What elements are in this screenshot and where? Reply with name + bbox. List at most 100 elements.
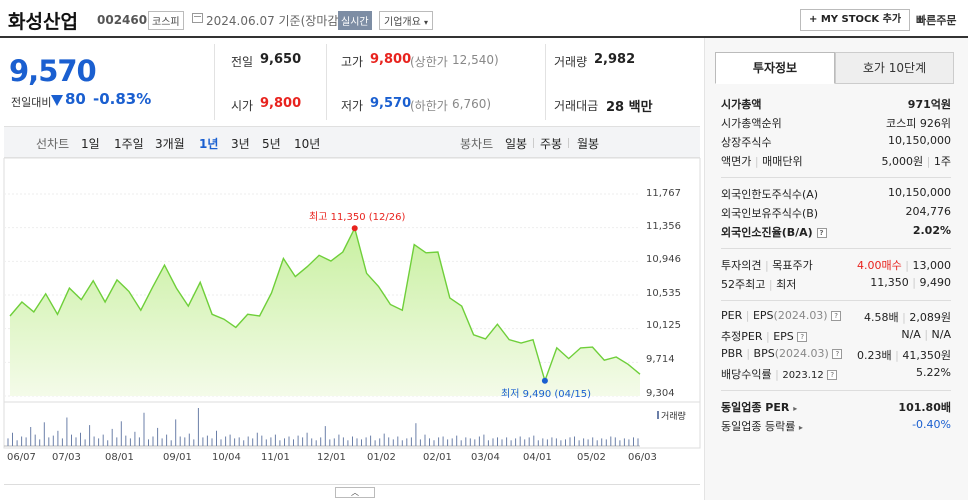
sector-change-row: 동일업종 등락률 ▸ -0.40% bbox=[721, 418, 951, 436]
dividend-date: 2023.12 bbox=[782, 370, 824, 381]
trade-amount-value: 28 백만 bbox=[606, 100, 653, 115]
chart-period-bar: 선차트 1일 1주일 3개월 1년 3년 5년 10년 봉차트 일봉 주봉 월봉 bbox=[4, 126, 700, 158]
candle-weekly[interactable]: 주봉 bbox=[540, 137, 563, 151]
x-tick: 12/01 bbox=[317, 452, 346, 463]
market-badge: 코스피 bbox=[148, 11, 184, 30]
unit-label: 매매단위 bbox=[762, 155, 803, 168]
calendar-icon bbox=[192, 13, 203, 23]
market-cap-value: 971억원 bbox=[907, 98, 951, 111]
upper-limit-value: 12,540) bbox=[452, 53, 499, 67]
candle-monthly[interactable]: 월봉 bbox=[577, 137, 600, 151]
bps-label: BPS bbox=[753, 347, 775, 360]
collapse-chart-button[interactable]: ︿ bbox=[335, 487, 375, 498]
foreign-ratio-label: 외국인소진율(B/A) bbox=[721, 226, 813, 239]
help-icon[interactable]: ? bbox=[827, 370, 838, 380]
period-5y[interactable]: 5년 bbox=[262, 137, 281, 151]
caret-right-icon: ▸ bbox=[798, 423, 803, 432]
market-cap-rank-row: 시가총액순위 코스피 926위 bbox=[721, 115, 951, 133]
change-label: 전일대비 bbox=[11, 96, 52, 109]
pbr-bps-row: PBR | BPS(2024.03) ? 0.23배 | 41,350원 bbox=[721, 347, 951, 362]
upper-limit-label: (상한가 bbox=[410, 55, 448, 69]
unit-value: 1주 bbox=[933, 155, 951, 168]
bps-date: (2024.03) bbox=[774, 347, 829, 360]
par-value-row: 액면가 | 매매단위 5,000원 | 1주 bbox=[721, 155, 951, 168]
period-3y[interactable]: 3년 bbox=[231, 137, 250, 151]
period-1y[interactable]: 1년 bbox=[199, 137, 219, 151]
add-my-stock-button[interactable]: + MY STOCK 추가 bbox=[800, 9, 911, 31]
help-icon[interactable]: ? bbox=[797, 332, 808, 342]
target-label: 목표주가 bbox=[772, 259, 813, 272]
candle-daily[interactable]: 일봉 bbox=[505, 137, 528, 151]
company-overview-dropdown[interactable]: 기업개요 ▾ bbox=[379, 11, 434, 30]
period-1d[interactable]: 1일 bbox=[81, 137, 100, 151]
eps-label: EPS bbox=[752, 309, 774, 322]
volume-legend-label: 거래량 bbox=[661, 412, 686, 422]
week52-low-label: 최저 bbox=[776, 278, 797, 291]
est-per-value: N/A bbox=[901, 328, 921, 341]
period-10y[interactable]: 10년 bbox=[294, 137, 321, 151]
period-1w[interactable]: 1주일 bbox=[114, 137, 144, 151]
y-tick: 11,767 bbox=[646, 188, 681, 199]
divider bbox=[721, 300, 951, 301]
chevron-down-icon: ▾ bbox=[424, 18, 429, 27]
par-label: 액면가 bbox=[721, 155, 752, 168]
stock-header: 화성산업 002460 코스피 2024.06.07 기준(장마감) 실시간 기… bbox=[0, 0, 968, 38]
est-per-label: 추정PER bbox=[721, 330, 763, 343]
divider bbox=[568, 138, 569, 148]
high-annotation: 최고 11,350 (12/26) bbox=[309, 212, 406, 223]
per-label: PER bbox=[721, 309, 743, 322]
quick-order-button[interactable]: 빠른주문 bbox=[916, 14, 957, 27]
help-icon[interactable]: ? bbox=[831, 311, 842, 321]
market-cap-rank-label: 시가총액순위 bbox=[721, 117, 782, 130]
low-value: 9,570 bbox=[370, 96, 412, 111]
trade-amount-label: 거래대금 bbox=[554, 99, 599, 113]
change-percent: -0.83% bbox=[93, 90, 152, 108]
period-3m[interactable]: 3개월 bbox=[155, 137, 185, 151]
chart-frame bbox=[3, 158, 701, 449]
sector-per-value: 101.80배 bbox=[898, 401, 951, 414]
pbr-value: 0.23배 bbox=[857, 349, 892, 362]
est-per-row: 추정PER | EPS ? N/A | N/A bbox=[721, 328, 951, 343]
high-label: 고가 bbox=[341, 55, 364, 69]
par-value: 5,000원 bbox=[881, 155, 924, 168]
eps-date: (2024.03) bbox=[773, 309, 828, 322]
low-label: 저가 bbox=[341, 99, 364, 113]
low-marker bbox=[541, 377, 548, 384]
opinion-row: 투자의견 | 목표주가 4.00매수 | 13,000 bbox=[721, 259, 952, 272]
down-triangle-icon bbox=[51, 95, 63, 106]
base-date: 2024.06.07 기준(장마감) bbox=[206, 14, 344, 28]
x-tick: 11/01 bbox=[261, 452, 290, 463]
open-label: 시가 bbox=[231, 99, 254, 113]
est-eps-label: EPS bbox=[773, 330, 794, 343]
prev-close-label: 전일 bbox=[231, 55, 254, 69]
week52-row: 52주최고 | 최저 11,350 | 9,490 bbox=[721, 276, 952, 291]
shares-value: 10,150,000 bbox=[888, 134, 951, 147]
help-icon[interactable]: ? bbox=[832, 349, 843, 359]
help-icon[interactable]: ? bbox=[816, 228, 827, 238]
volume-swatch bbox=[657, 411, 659, 419]
divider bbox=[721, 390, 951, 391]
y-tick: 9,304 bbox=[646, 388, 675, 399]
candle-chart-label: 봉차트 bbox=[460, 137, 494, 151]
dividend-label: 배당수익률 bbox=[721, 368, 772, 381]
target-value: 13,000 bbox=[912, 259, 952, 272]
stock-code: 002460 bbox=[97, 13, 148, 27]
x-tick: 09/01 bbox=[163, 452, 192, 463]
market-cap-row: 시가총액 971억원 bbox=[721, 96, 951, 114]
stock-name: 화성산업 bbox=[8, 11, 78, 33]
opinion-value: 4.00매수 bbox=[857, 259, 902, 272]
high-value: 9,800 bbox=[370, 52, 412, 67]
week52-low-value: 9,490 bbox=[919, 276, 952, 289]
price-chart[interactable] bbox=[0, 158, 704, 500]
x-tick: 04/01 bbox=[523, 452, 552, 463]
foreign-hold-row: 외국인보유주식수(B) 204,776 bbox=[721, 205, 951, 223]
company-overview-label: 기업개요 bbox=[384, 17, 421, 28]
divider bbox=[721, 177, 951, 178]
y-tick: 11,356 bbox=[646, 221, 681, 232]
foreign-ratio-value: 2.02% bbox=[912, 224, 951, 237]
realtime-button[interactable]: 실시간 bbox=[338, 11, 372, 30]
tab-investment-info[interactable]: 투자정보 bbox=[715, 52, 835, 84]
change-value: 80 bbox=[65, 90, 86, 108]
tab-order-book[interactable]: 호가 10단계 bbox=[835, 52, 954, 84]
x-tick: 06/03 bbox=[628, 452, 657, 463]
